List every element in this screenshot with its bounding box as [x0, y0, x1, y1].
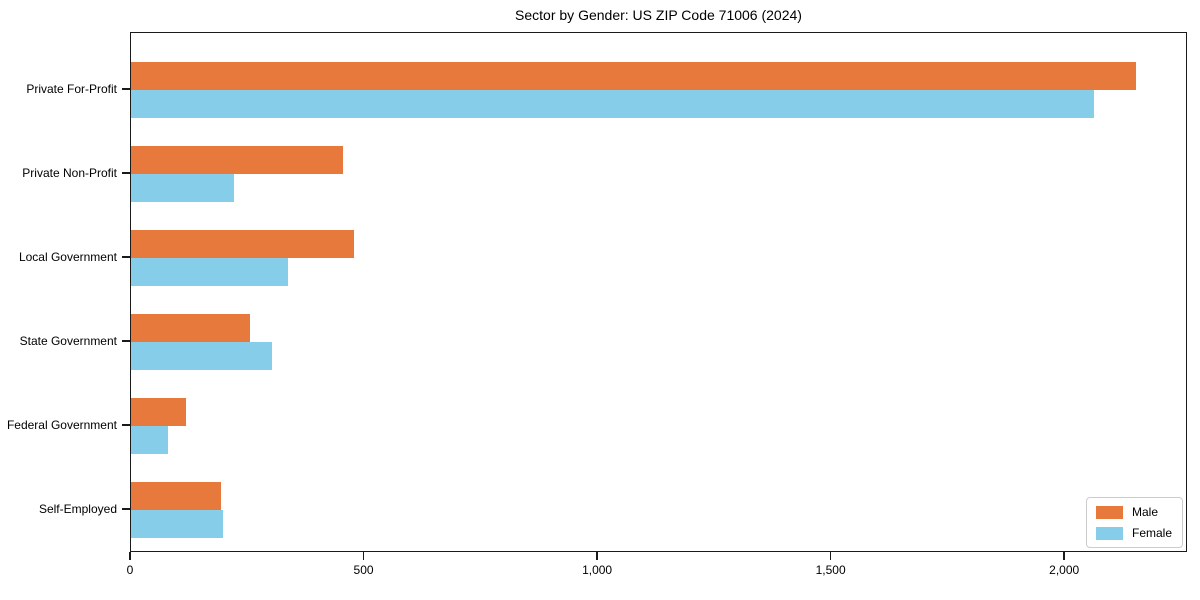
legend-label: Female: [1131, 526, 1172, 540]
x-tick-label: 0: [126, 563, 134, 577]
x-tick-label: 500: [353, 563, 374, 577]
bar-female-6: [131, 510, 223, 538]
y-tick-label: State Government: [19, 334, 117, 348]
y-tick-label: Private Non-Profit: [22, 166, 117, 180]
bar-female-1: [131, 90, 1094, 118]
x-tick-mark: [362, 552, 365, 560]
x-tick-mark: [129, 552, 131, 560]
plot-area: Male Female: [130, 32, 1187, 552]
x-tick-label: 1,000: [582, 563, 613, 577]
bar-female-4: [131, 342, 272, 370]
x-tick-mark: [596, 552, 598, 560]
legend-label: Male: [1131, 505, 1158, 519]
bar-male-4: [131, 314, 250, 342]
y-tick-label: Federal Government: [6, 418, 117, 432]
bar-male-1: [131, 62, 1136, 90]
x-tick-label: 2,000: [1049, 563, 1080, 577]
legend: Male Female: [1085, 497, 1183, 548]
y-tick-mark: [122, 424, 130, 426]
legend-swatch-male: [1095, 505, 1123, 519]
bar-male-3: [131, 230, 354, 258]
y-tick-label: Local Government: [18, 250, 117, 264]
y-tick-mark: [122, 172, 130, 174]
y-tick-label: Self-Employed: [38, 502, 117, 516]
x-tick-mark: [829, 552, 832, 560]
legend-item-male: Male: [1095, 505, 1172, 519]
x-tick-mark: [1063, 552, 1065, 560]
bar-female-2: [131, 174, 234, 202]
y-tick-label: Private For-Profit: [26, 82, 117, 96]
legend-swatch-female: [1095, 526, 1123, 540]
x-tick-label: 1,500: [815, 563, 846, 577]
y-tick-mark: [122, 508, 130, 510]
bar-male-6: [131, 482, 221, 510]
bar-male-2: [131, 146, 343, 174]
bar-female-5: [131, 426, 168, 454]
legend-item-female: Female: [1095, 526, 1172, 540]
bar-female-3: [131, 258, 288, 286]
bar-male-5: [131, 398, 186, 426]
chart-title: Sector by Gender: US ZIP Code 71006 (202…: [515, 7, 802, 23]
y-tick-mark: [122, 256, 130, 258]
y-tick-mark: [122, 88, 130, 90]
y-tick-mark: [122, 340, 130, 342]
